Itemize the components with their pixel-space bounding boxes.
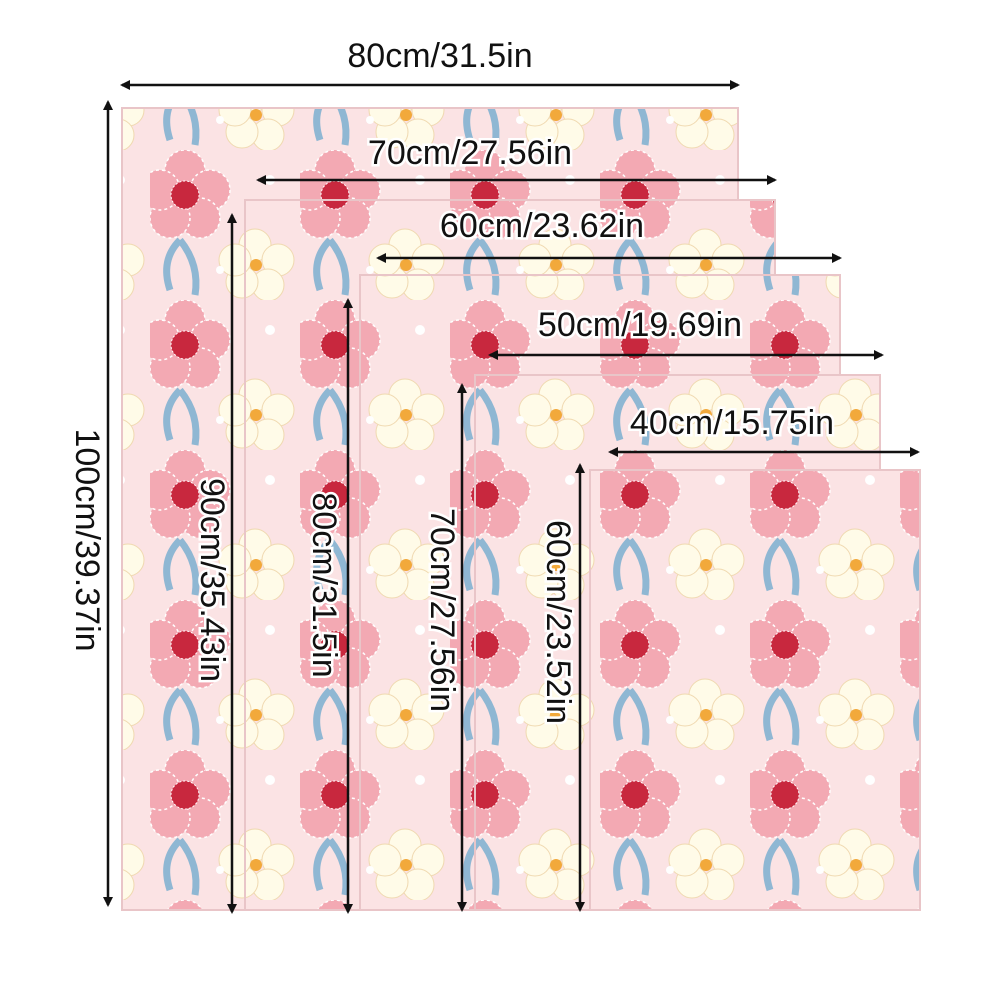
bags — [121, 107, 921, 911]
height-label: 90cm/35.43in — [193, 478, 231, 682]
bag — [589, 469, 921, 911]
height-label: 60cm/23.52in — [539, 520, 577, 724]
width-label: 60cm/23.62in — [440, 207, 644, 245]
width-label: 80cm/31.5in — [347, 37, 532, 75]
arrows — [103, 80, 920, 914]
height-label: 80cm/31.5in — [305, 492, 343, 677]
labels: 80cm/31.5in 100cm/39.37in 70cm/27.56in 9… — [66, 34, 837, 726]
height-label: 100cm/39.37in — [68, 428, 106, 651]
width-label: 40cm/15.75in — [630, 404, 834, 442]
height-label: 70cm/27.56in — [423, 508, 461, 712]
width-label: 50cm/19.69in — [538, 306, 742, 344]
width-label: 70cm/27.56in — [368, 134, 572, 172]
